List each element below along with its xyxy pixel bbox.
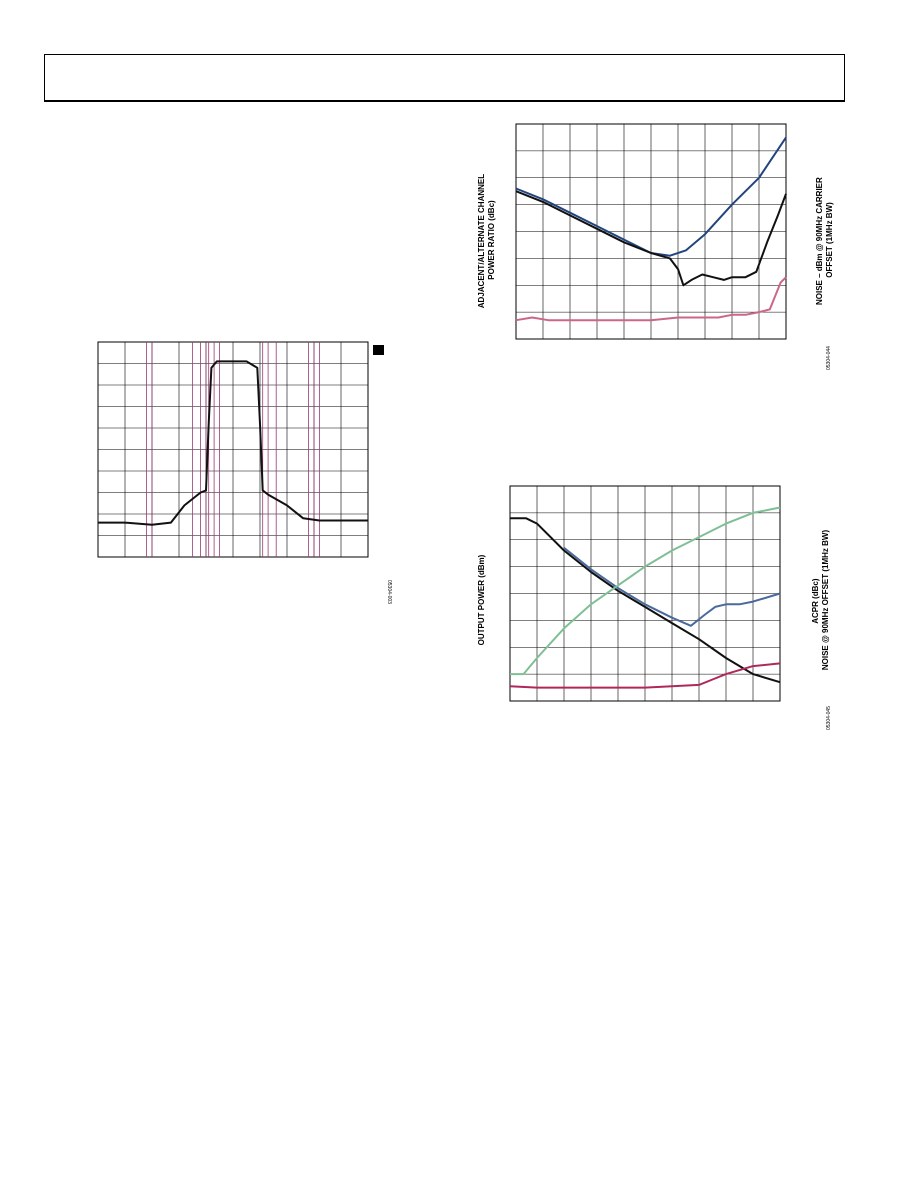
chart2-y2label: NOISE – dBm @ 90MHz CARRIER OFFSET (1MHz…: [815, 175, 834, 305]
spectrum-chart: [97, 341, 384, 558]
chart2-ylabel-line1: ADJACENT/ALTERNATE CHANNEL: [477, 174, 486, 308]
figure-code-3: 05304-045: [826, 706, 832, 730]
chart3-y2label-line2: NOISE @ 90MHz OFFSET (1MHz BW): [821, 530, 830, 671]
page-header-box: [44, 54, 845, 102]
figure-code-2: 05304-044: [826, 346, 832, 370]
chart3-y2label: ACPR (dBc) NOISE @ 90MHz OFFSET (1MHz BW…: [811, 530, 830, 671]
chart2-y2label-line1: NOISE – dBm @ 90MHz CARRIER: [815, 177, 824, 305]
chart1-marker-square: [373, 345, 384, 355]
chart3-y2label-line1: ACPR (dBc): [811, 578, 820, 624]
chart2-y2label-line2: OFFSET (1MHz BW): [825, 202, 834, 278]
chart3-series-2-line: [563, 547, 781, 627]
chart3-series-3-line: [510, 506, 781, 676]
chart3-series-4-line: [509, 662, 781, 689]
chart2-series-1-line: [515, 136, 787, 257]
chart2-ylabel-line2: POWER RATIO (dBc): [487, 200, 496, 280]
output-power-chart: [509, 485, 781, 702]
acpr-chart: [515, 123, 787, 340]
chart2-series-3-line: [515, 276, 787, 322]
chart3-ylabel: OUTPUT POWER (dBm): [477, 554, 486, 645]
chart2-ylabel: ADJACENT/ALTERNATE CHANNEL POWER RATIO (…: [477, 172, 496, 308]
chart3-series-1-line: [510, 517, 781, 684]
chart1-series-1-line: [98, 360, 368, 526]
figure-code-1: 05304-003: [386, 580, 392, 604]
chart3-ylabel-line1: OUTPUT POWER (dBm): [477, 554, 486, 645]
chart2-series-2-line: [515, 190, 787, 287]
